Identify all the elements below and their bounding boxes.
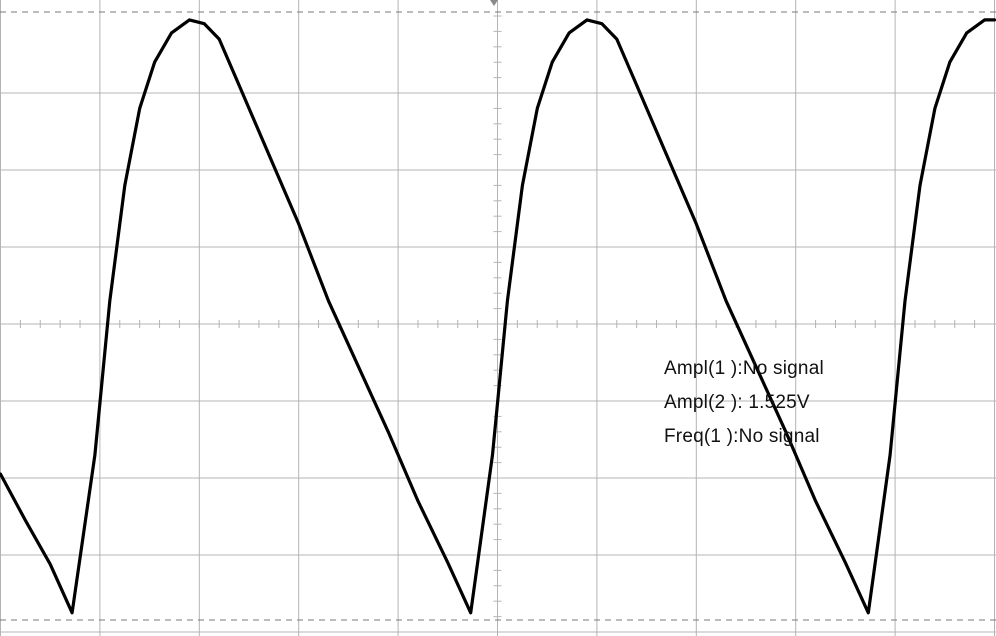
measurement-ampl-2: Ampl(2 ): 1.525V (664, 392, 810, 413)
reference-lines (0, 11, 996, 633)
measurement-ampl-1: Ampl(1 ):No signal (664, 358, 824, 379)
center-axis-ticks (0, 15, 995, 633)
waveform-series-line (0, 18, 996, 615)
waveform-trace (0, 18, 996, 615)
trigger-marker-icon (490, 0, 498, 6)
measurements-readout: Ampl(1 ):No signal Ampl(2 ): 1.525V Freq… (664, 358, 824, 447)
measurement-freq-1: Freq(1 ):No signal (664, 426, 820, 447)
